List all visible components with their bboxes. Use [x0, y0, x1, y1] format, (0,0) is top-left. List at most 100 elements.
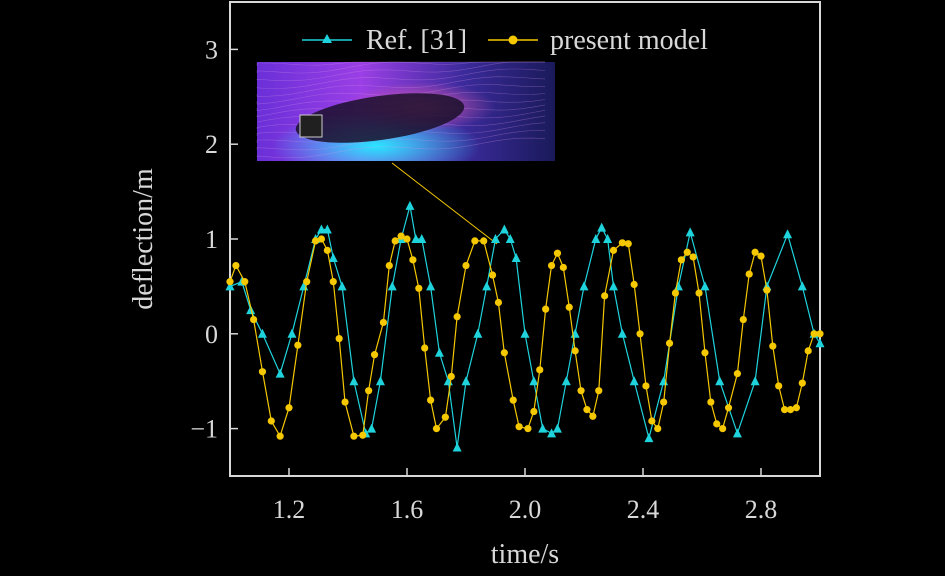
data-point-present — [447, 372, 455, 381]
y-tick-label: −1 — [190, 415, 218, 444]
y-tick-label: 3 — [205, 35, 218, 64]
data-point-ref — [815, 338, 825, 348]
y-axis-title: deflection/m — [128, 168, 159, 310]
data-point-present — [660, 398, 668, 406]
data-point-present — [323, 246, 331, 254]
data-point-present — [775, 382, 783, 390]
data-point-present — [453, 313, 461, 321]
data-point-ref — [673, 281, 683, 291]
data-point-ref — [538, 423, 548, 433]
data-point-present — [816, 330, 824, 338]
data-point-present — [763, 286, 771, 294]
data-point-present — [769, 342, 777, 350]
data-point-ref — [644, 433, 654, 443]
flow-streak — [256, 76, 546, 97]
data-point-present — [462, 261, 470, 270]
data-point-ref — [547, 428, 557, 438]
data-point-present — [689, 253, 697, 261]
data-point-present — [781, 406, 789, 414]
series-line-present — [229, 235, 820, 438]
data-point-present — [683, 248, 691, 256]
data-point-present — [648, 417, 656, 425]
data-point-present — [786, 406, 795, 414]
data-point-ref — [561, 376, 571, 386]
data-point-ref — [617, 328, 627, 338]
data-point-present — [232, 261, 240, 270]
data-point-present — [421, 344, 429, 352]
data-point-ref — [715, 376, 725, 386]
data-point-ref — [700, 281, 710, 291]
legend-present-marker — [508, 35, 518, 45]
data-point-present — [379, 318, 387, 327]
flow-streak — [256, 61, 545, 74]
legend: Ref. [31] present model — [302, 25, 708, 56]
data-point-present — [642, 382, 650, 390]
data-point-ref — [387, 281, 397, 291]
data-point-ref — [520, 328, 530, 338]
data-point-present — [804, 347, 812, 355]
data-point-ref — [316, 224, 326, 234]
data-point-present — [350, 432, 358, 440]
x-tick-label: 1.6 — [391, 495, 424, 524]
data-point-ref — [434, 347, 444, 357]
data-point-ref — [322, 224, 332, 234]
data-point-ref — [426, 281, 436, 291]
data-point-present — [359, 431, 367, 439]
data-point-present — [713, 420, 721, 428]
flow-streak — [256, 130, 546, 151]
data-point-present — [311, 237, 320, 245]
data-point-ref — [797, 281, 807, 291]
data-point-present — [589, 412, 597, 420]
data-point-present — [751, 248, 759, 256]
data-point-ref — [452, 442, 462, 452]
legend-ref-label: Ref. [31] — [366, 25, 467, 56]
data-point-present — [559, 263, 567, 272]
data-point-ref — [367, 423, 377, 433]
data-point-present — [403, 235, 411, 243]
data-point-present — [303, 278, 311, 286]
data-point-present — [494, 298, 503, 307]
data-point-present — [547, 261, 556, 270]
data-point-ref — [629, 376, 639, 386]
inset-pointer-line — [391, 162, 498, 245]
data-point-present — [515, 423, 523, 431]
data-point-ref — [225, 281, 235, 291]
data-point-present — [577, 387, 585, 395]
data-point-ref — [257, 328, 267, 338]
y-tick-label: 1 — [205, 225, 218, 254]
data-point-present — [624, 240, 632, 248]
data-point-ref — [491, 234, 500, 243]
data-point-present — [733, 370, 742, 378]
data-point-ref — [417, 234, 427, 243]
data-point-ref — [732, 428, 742, 438]
data-point-present — [719, 425, 727, 433]
data-point-present — [329, 278, 337, 286]
data-point-present — [335, 334, 343, 343]
data-point-present — [370, 351, 379, 359]
data-point-present — [365, 387, 373, 395]
bluff-body-wake — [295, 93, 465, 143]
data-point-present — [415, 284, 423, 292]
data-point-present — [226, 278, 234, 286]
data-point-ref — [685, 227, 695, 237]
flow-streak — [256, 137, 546, 159]
data-point-ref — [499, 224, 509, 234]
data-point-present — [739, 315, 747, 324]
data-point-present — [798, 379, 806, 387]
flow-streak — [256, 68, 546, 89]
data-point-present — [397, 232, 405, 240]
data-point-present — [565, 303, 573, 311]
legend-ref-marker — [322, 34, 332, 43]
data-point-present — [250, 315, 258, 324]
x-tick-label: 2.0 — [509, 495, 542, 524]
data-point-ref — [511, 252, 521, 262]
data-point-present — [432, 425, 441, 433]
data-point-present — [317, 235, 326, 243]
data-point-ref — [750, 376, 760, 386]
data-point-present — [530, 407, 538, 416]
data-point-present — [441, 413, 449, 421]
data-point-present — [427, 396, 435, 404]
data-point-present — [671, 289, 680, 297]
data-point-ref — [275, 368, 285, 378]
